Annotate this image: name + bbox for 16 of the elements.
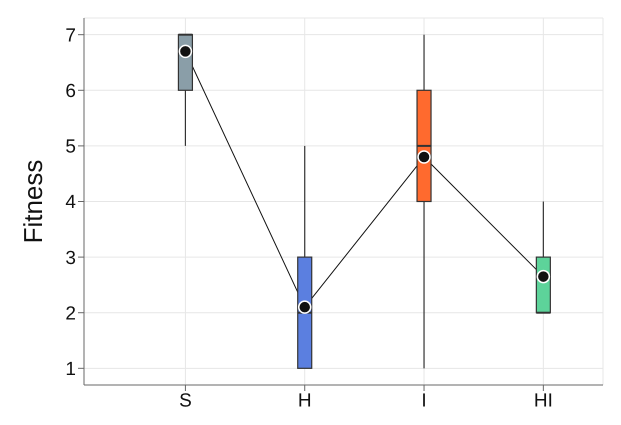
x-tick-label: H bbox=[298, 390, 312, 412]
point bbox=[178, 44, 192, 58]
y-axis-title: Fitness bbox=[18, 160, 48, 244]
point bbox=[536, 270, 550, 284]
y-tick-label: 7 bbox=[65, 25, 76, 46]
y-tick-label: 1 bbox=[65, 359, 76, 380]
x-tick-label: HI bbox=[534, 390, 553, 412]
y-tick-label: 4 bbox=[65, 192, 76, 214]
point bbox=[298, 300, 312, 314]
point bbox=[417, 150, 431, 164]
y-tick-label: 3 bbox=[65, 248, 76, 269]
y-tick-label: 2 bbox=[65, 303, 76, 324]
x-tick-label: I bbox=[421, 390, 427, 412]
y-tick-label: 6 bbox=[65, 81, 76, 102]
y-tick-label: 5 bbox=[65, 136, 76, 158]
x-tick-label: S bbox=[179, 390, 192, 412]
